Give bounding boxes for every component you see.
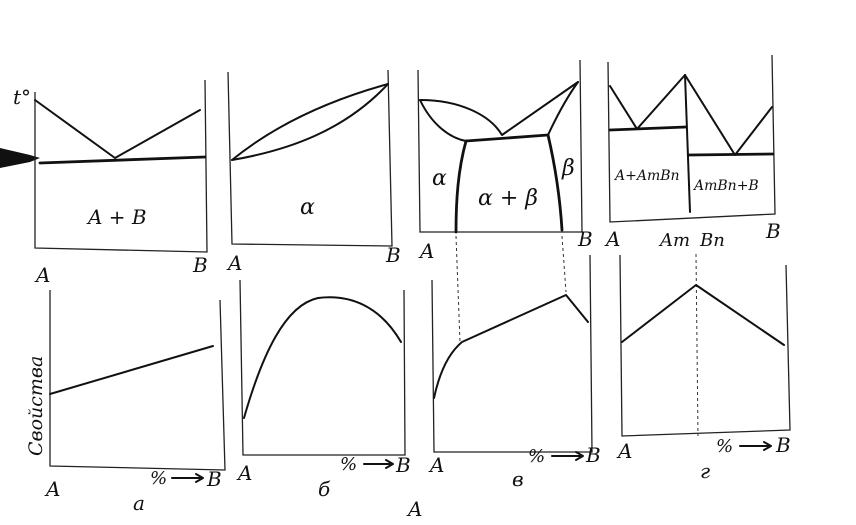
panel-c-liquidus bbox=[419, 81, 579, 136]
panel-c-beta-label: β bbox=[561, 156, 575, 181]
panel-c-right-end-label: B bbox=[577, 227, 593, 251]
panel-a-bottom-left-end: A bbox=[44, 477, 60, 501]
panel-c-left-solidus bbox=[419, 99, 467, 142]
panel-c-bottom-right-end: B bbox=[585, 443, 601, 467]
panel-d-compound-projection bbox=[695, 253, 699, 437]
panel-d-caption: г bbox=[700, 459, 710, 483]
panel-a-top-frame bbox=[34, 79, 208, 253]
panel-c-phase-diagram: α α + β β A B bbox=[417, 59, 593, 263]
panel-c-caption: в bbox=[512, 467, 524, 491]
panel-c-alpha-solvus bbox=[454, 139, 468, 234]
panel-d-right-eutectic bbox=[687, 152, 775, 157]
panel-b-liquidus bbox=[231, 83, 389, 161]
panel-b-bottom-right-end: B bbox=[395, 453, 411, 477]
panel-a-caption: а bbox=[133, 491, 145, 515]
panel-c-percent-arrow bbox=[551, 451, 584, 461]
panel-b-caption: б bbox=[318, 477, 331, 501]
panel-d-left-liquidus bbox=[609, 74, 686, 130]
panel-c-right-solidus bbox=[547, 81, 579, 136]
panel-a-liquidus bbox=[34, 99, 201, 159]
panel-b-top-frame bbox=[227, 69, 393, 247]
panel-c-percent-label: % bbox=[528, 446, 545, 467]
panel-a-property-curve bbox=[49, 345, 214, 395]
panel-a: A + B A B A % B а bbox=[34, 79, 226, 515]
panel-a-percent-arrow bbox=[171, 473, 204, 483]
panel-b-right-end-label: B bbox=[385, 243, 401, 267]
panel-d-phase-diagram: A+AmBn AmBn+B A Am Bn B bbox=[604, 54, 781, 251]
panel-d: A+AmBn AmBn+B A Am Bn B A % B г bbox=[604, 54, 791, 483]
panel-b-region-label: α bbox=[300, 195, 315, 220]
panel-d-right-end-label: B bbox=[765, 219, 781, 243]
panel-a-left-end-label: A bbox=[34, 263, 50, 287]
panel-a-region-label: A + B bbox=[86, 205, 147, 229]
panel-a-right-end-label: B bbox=[192, 253, 208, 277]
stray-letter-label: A bbox=[406, 497, 422, 521]
panel-d-percent-arrow bbox=[739, 441, 772, 451]
panel-c-eutectic-line bbox=[464, 133, 550, 143]
panel-d-compound-line bbox=[684, 74, 691, 213]
panel-b-property-curve bbox=[243, 296, 402, 419]
scan-mark-arrow bbox=[0, 148, 40, 168]
panel-d-property-curve bbox=[621, 284, 785, 346]
panel-c-alpha-projection bbox=[455, 235, 461, 343]
panel-c-bottom-frame bbox=[431, 254, 593, 453]
panel-a-eutectic-line bbox=[38, 155, 207, 165]
panel-b-bottom-left-end: A bbox=[236, 461, 252, 485]
panel-c-bottom-left-end: A bbox=[428, 453, 444, 477]
panel-a-bottom-frame bbox=[49, 290, 226, 471]
panel-c-top-frame bbox=[417, 59, 583, 233]
panel-b-phase-diagram: α A B bbox=[226, 69, 401, 275]
property-axis-label: Свойства bbox=[25, 356, 47, 456]
panel-c: α α + β β A B A % B в bbox=[417, 59, 601, 491]
panel-a-percent-label: % bbox=[150, 468, 167, 489]
panel-c-alpha-beta-label: α + β bbox=[478, 186, 538, 211]
panel-d-left-eutectic bbox=[608, 125, 688, 132]
panel-a-phase-diagram: A + B A B bbox=[34, 79, 208, 287]
panel-d-top-frame bbox=[607, 54, 776, 223]
panel-b-percent-label: % bbox=[340, 454, 357, 475]
panel-d-bottom-right-end: B bbox=[775, 433, 791, 457]
panel-d-left-region-label: A+AmBn bbox=[613, 168, 680, 184]
panel-b-solidus bbox=[231, 83, 389, 161]
panel-b: α A B A % B б bbox=[226, 69, 411, 501]
panel-d-bottom-frame bbox=[619, 254, 791, 437]
panel-c-property-plot: A % B в bbox=[428, 254, 601, 491]
panel-d-percent-label: % bbox=[716, 436, 733, 457]
panel-c-left-end-label: A bbox=[418, 239, 434, 263]
panel-d-property-plot: A % B г bbox=[616, 254, 791, 483]
panel-b-bottom-frame bbox=[239, 279, 406, 456]
panel-d-compound-am-label: Am bbox=[658, 230, 690, 251]
panel-c-beta-projection bbox=[561, 235, 567, 293]
panel-b-property-plot: A % B б bbox=[236, 279, 411, 501]
panel-d-right-liquidus bbox=[684, 74, 773, 156]
panel-d-bottom-left-end: A bbox=[616, 439, 632, 463]
panel-b-percent-arrow bbox=[363, 459, 394, 469]
panel-d-left-end-label: A bbox=[604, 227, 620, 251]
temperature-axis-label: t° bbox=[13, 85, 31, 109]
panel-a-bottom-right-end: B bbox=[206, 467, 222, 491]
panel-b-left-end-label: A bbox=[226, 251, 242, 275]
panel-a-property-plot: A % B а bbox=[44, 290, 226, 515]
panel-c-beta-solvus bbox=[546, 133, 564, 232]
panel-d-compound-bn-label: Bn bbox=[699, 230, 725, 251]
panel-c-alpha-label: α bbox=[432, 166, 447, 191]
panel-d-right-region-label: AmBn+B bbox=[692, 178, 759, 194]
panel-c-property-curve bbox=[433, 294, 589, 399]
